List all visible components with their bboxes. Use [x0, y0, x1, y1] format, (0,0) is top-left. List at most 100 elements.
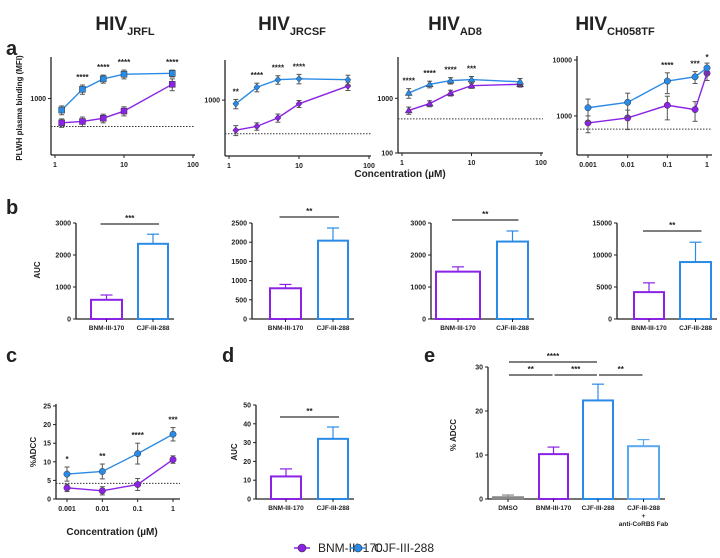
- significance-label: **: [669, 221, 676, 230]
- x-tick-label: 100: [535, 160, 547, 167]
- data-point: [404, 88, 413, 96]
- x-tick-label: 0.001: [58, 506, 76, 513]
- category-note: anti-CoRBS Fab: [619, 521, 669, 528]
- significance-label: ****: [293, 62, 306, 71]
- panel-title: HIVCH058TF: [575, 14, 655, 38]
- significance-label: **: [528, 365, 535, 374]
- y-tick-label: 100: [381, 151, 393, 158]
- significance-label: **: [482, 210, 489, 219]
- y-tick-label: 2500: [231, 221, 247, 228]
- y-tick-label: 25: [43, 404, 51, 411]
- significance-label: ***: [690, 60, 700, 69]
- data-point: [99, 75, 107, 83]
- significance-label: ****: [547, 352, 560, 361]
- data-point: [169, 456, 177, 464]
- bar: [269, 287, 302, 320]
- data-point: [58, 106, 65, 114]
- y-tick-label: 15: [43, 441, 51, 448]
- bar: [679, 261, 712, 321]
- bar: [317, 437, 349, 500]
- bar: [496, 240, 529, 320]
- data-point: [467, 75, 476, 83]
- data-point: [703, 64, 711, 72]
- category-label: BNM-III-170: [268, 505, 304, 512]
- data-point: [58, 119, 65, 127]
- y-tick-label: 1000: [556, 113, 572, 120]
- data-point: [624, 98, 632, 106]
- legend-marker-cjf: [353, 543, 363, 553]
- data-point: [404, 106, 413, 114]
- y-tick-label: 0: [67, 317, 71, 324]
- x-tick-label: 1: [227, 163, 231, 170]
- title-subscript: JRFL: [127, 26, 155, 38]
- legend: BNM-III-170 CJF-III-288: [294, 541, 434, 555]
- y-tick-label: 20: [43, 422, 51, 429]
- series-cjf-iii-288: [584, 62, 711, 122]
- title-main: HIV: [428, 14, 460, 35]
- panel-c-x-axis-label: Concentration (µM): [66, 527, 157, 538]
- significance-label: ****: [423, 69, 436, 78]
- data-point: [253, 83, 261, 92]
- data-point: [467, 81, 476, 89]
- data-point: [79, 86, 86, 93]
- series-line: [587, 67, 708, 109]
- series-line: [408, 83, 521, 112]
- legend-label-cjf: CJF-III-288: [374, 541, 434, 555]
- series-line: [66, 433, 174, 475]
- series-line: [587, 73, 708, 124]
- panel-label-b: b: [6, 197, 18, 219]
- significance-label: **: [233, 87, 240, 96]
- series-cjf-iii-288: [404, 75, 525, 99]
- panel-label-e: e: [424, 345, 435, 367]
- y-tick-label: 0: [47, 497, 51, 504]
- chart-b-jrfl: AUC 0 1000 2000 3000 BNM-III-170 CJF-III-288 **…: [33, 214, 174, 332]
- data-point: [232, 99, 240, 108]
- y-tick-label: 10: [475, 453, 483, 460]
- title-subscript: CH058TF: [607, 26, 655, 38]
- significance-label: **: [618, 365, 625, 374]
- bar: [137, 242, 169, 320]
- x-tick-label: 10: [120, 162, 128, 169]
- category-label: CJF-III-288: [496, 325, 529, 332]
- data-point: [98, 468, 106, 475]
- y-tick-label: 5000: [596, 285, 612, 292]
- panel-title: HIVJRCSF: [258, 14, 326, 38]
- chart-b-ad8: 0 1000 2000 3000 BNM-III-170 CJF-III-288 **: [410, 210, 534, 332]
- category-label: BNM-III-170: [440, 325, 476, 332]
- y-tick-label: 1000: [410, 285, 426, 292]
- category-label: CJF-III-288: [317, 505, 350, 512]
- data-point: [663, 101, 671, 109]
- y-tick-label: 500: [235, 297, 247, 304]
- y-axis-label: %ADCC: [29, 437, 38, 467]
- panel-title: HIVJRFL: [95, 14, 154, 38]
- data-point: [99, 115, 107, 122]
- data-point: [168, 81, 176, 88]
- y-tick-label: 20: [243, 459, 251, 466]
- x-tick-label: 10: [468, 160, 476, 167]
- series-line: [61, 83, 173, 124]
- data-point: [274, 75, 282, 84]
- data-point: [516, 77, 525, 85]
- title-main: HIV: [575, 14, 607, 35]
- y-tick-label: 1000: [231, 278, 247, 285]
- legend-marker-bnm: [297, 543, 307, 553]
- panel-label-d: d: [222, 345, 234, 367]
- y-tick-label: 20: [475, 409, 483, 416]
- y-tick-label: 10000: [553, 58, 573, 65]
- significance-label: ****: [444, 66, 457, 75]
- chart-b-ch058tf: 0 5000 10000 15000 BNM-III-170 CJF-III-288 **: [593, 221, 717, 332]
- y-tick-label: 2000: [231, 240, 247, 247]
- y-axis-label: % ADCC: [449, 419, 458, 451]
- significance-label: ****: [272, 64, 285, 73]
- significance-label: ****: [661, 61, 674, 70]
- significance-label: *: [705, 53, 709, 62]
- bar: [90, 298, 123, 320]
- y-tick-label: 3000: [410, 221, 426, 228]
- chart-b-jrcsf: 0 500 1000 1500 2000 2500 BNM-III-170 CJF-III-2…: [231, 207, 354, 332]
- data-point: [98, 487, 106, 495]
- x-tick-label: 1: [171, 506, 175, 513]
- category-label: BNM-III-170: [631, 325, 667, 332]
